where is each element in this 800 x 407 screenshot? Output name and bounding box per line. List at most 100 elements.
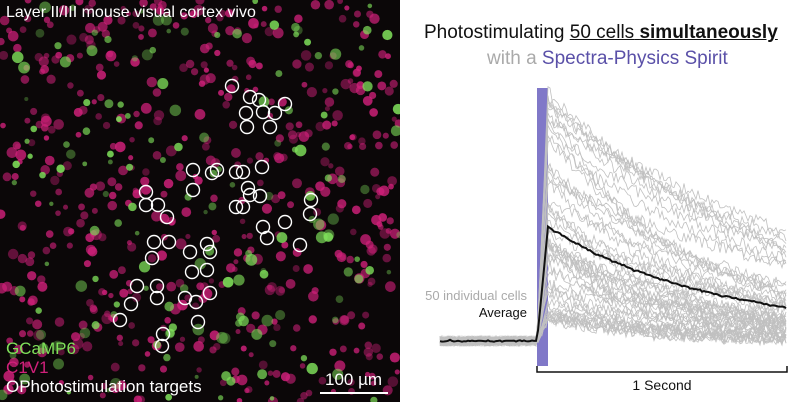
c1v1-cell [371,214,382,226]
c1v1-cell [292,265,300,272]
c1v1-cell [360,234,371,245]
c1v1-cell [45,230,54,238]
c1v1-cell [58,380,64,386]
c1v1-cell [2,281,13,292]
c1v1-cell [358,137,366,145]
gcamp-cell [159,157,166,164]
c1v1-cell [207,23,218,34]
c1v1-cell [98,233,107,242]
gcamp-cell [274,139,282,147]
c1v1-cell [273,152,282,161]
c1v1-cell [193,341,204,352]
c1v1-cell [293,324,301,332]
c1v1-cell [226,59,234,67]
c1v1-cell [160,190,168,198]
gcamp-cell [138,261,151,273]
c1v1-cell [119,288,129,298]
c1v1-cell [332,318,340,325]
c1v1-cell [344,141,352,150]
gcamp-cell [365,266,374,275]
c1v1-cell [219,379,227,387]
c1v1-cell [172,22,180,29]
gcamp-cell [261,314,274,327]
c1v1-cell [0,37,5,46]
c1v1-cell [211,229,217,236]
c1v1-cell [382,132,389,139]
gcamp-cell [216,331,228,344]
gcamp-cell [180,27,189,36]
c1v1-cell [256,179,264,187]
trace-plot: 1 Second 50 individual cells Average [425,85,788,393]
gcamp-cell [157,78,169,90]
gcamp-cell [169,104,182,117]
c1v1-cell [332,110,343,121]
c1v1-cell [231,64,238,71]
c1v1-cell [370,167,380,177]
c1v1-cell [394,369,400,375]
gcamp-cell [126,163,134,171]
c1v1-cell [324,106,330,112]
c1v1-cell [304,129,313,138]
gcamp-cell [168,323,177,332]
c1v1-cell [55,188,63,196]
photostim-target-circle [240,180,256,196]
gcamp-cell [392,103,404,115]
c1v1-cell [153,110,165,121]
c1v1-cell [370,380,377,386]
c1v1-cell [152,88,162,97]
c1v1-cell [24,0,32,4]
c1v1-cell [34,200,42,208]
gcamp-cell [208,202,217,211]
c1v1-cell [55,51,63,59]
c1v1-cell [199,43,210,54]
c1v1-cell [285,278,296,289]
gcamp-cell [218,332,231,345]
gcamp-cell [44,261,50,267]
gcamp-cell [143,285,149,291]
c1v1-cell [26,330,34,337]
c1v1-cell [337,199,347,209]
c1v1-cell [175,278,185,288]
gcamp-cell [0,389,8,401]
c1v1-cell [374,70,383,79]
gcamp-cell [160,14,172,26]
gcamp-cell [104,35,112,44]
c1v1-cell [331,120,338,127]
c1v1-cell [78,332,85,340]
c1v1-cell [252,86,259,93]
c1v1-cell [205,17,212,24]
c1v1-cell [91,207,98,214]
gcamp-cell [343,267,353,277]
c1v1-cell [244,387,250,394]
c1v1-cell [175,238,187,250]
c1v1-cell [78,203,85,211]
c1v1-cell [367,281,373,287]
c1v1-cell [271,318,278,325]
photostim-target-circle [159,209,175,225]
c1v1-cell [16,385,27,395]
c1v1-cell [126,11,132,17]
c1v1-cell [179,336,186,342]
c1v1-cell [371,343,381,353]
c1v1-cell [324,97,335,107]
c1v1-cell [378,50,387,59]
photostim-target-circle [129,278,145,294]
c1v1-cell [386,217,394,225]
gcamp-cell [89,225,100,236]
gcamp-cell [330,48,342,60]
c1v1-cell [356,65,362,72]
c1v1-cell [134,121,143,130]
photostim-target-circle [138,197,154,213]
c1v1-cell [138,364,146,372]
c1v1-cell [37,275,46,284]
c1v1-cell [306,86,318,98]
gcamp-cell [320,111,328,119]
c1v1-cell [225,25,235,36]
gcamp-cell [14,285,26,297]
c1v1-cell [272,369,281,378]
c1v1-cell [97,93,105,102]
c1v1-cell [311,287,319,295]
c1v1-cell [347,311,356,320]
gcamp-cell [27,153,33,159]
c1v1-cell [340,78,351,90]
